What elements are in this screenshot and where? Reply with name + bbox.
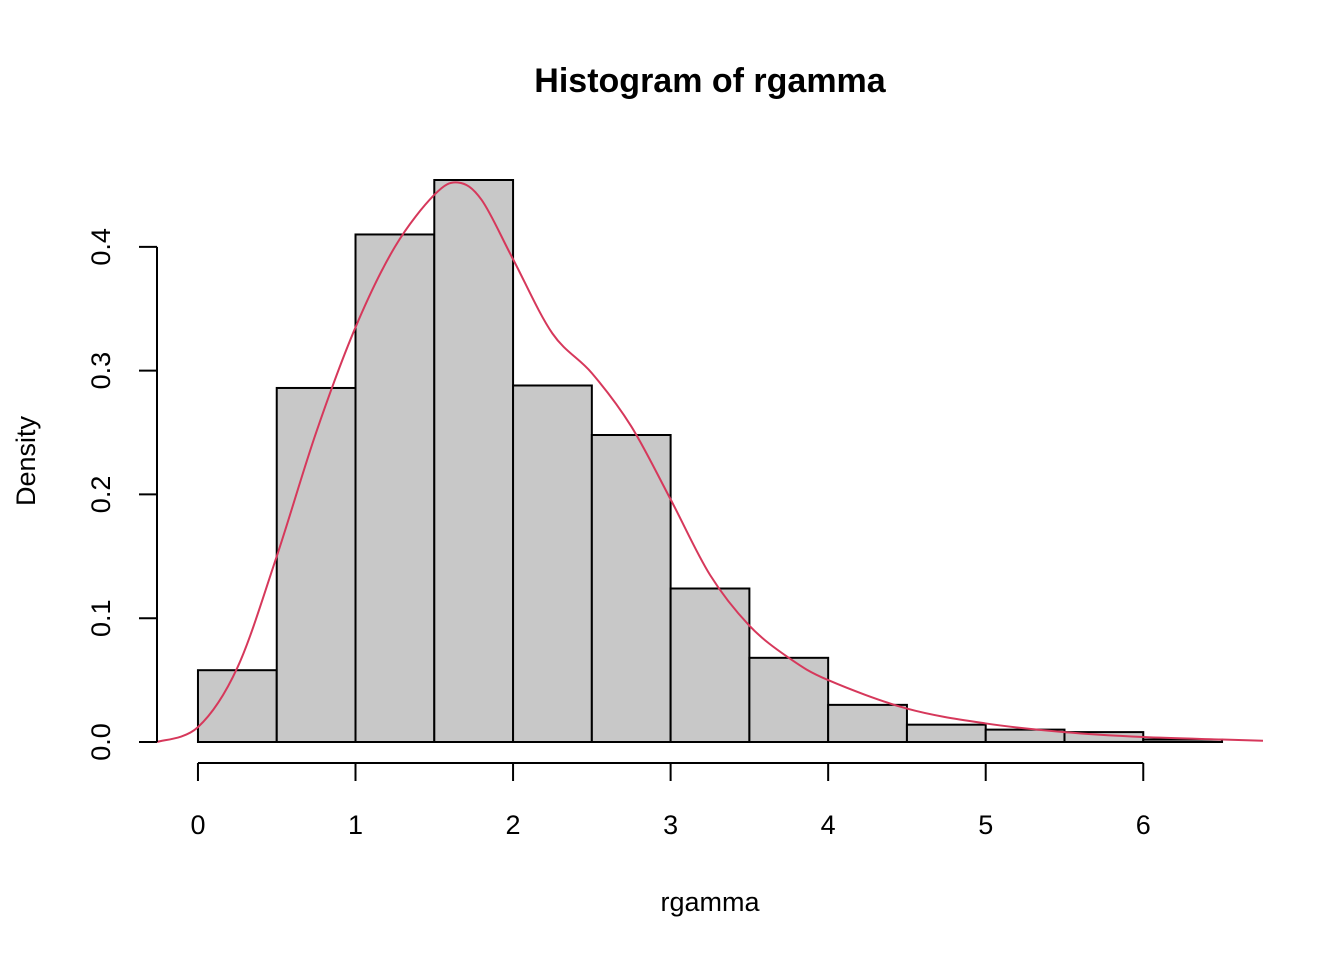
x-axis: 0 1 2 3 4 5 6	[190, 762, 1151, 840]
x-tick-label: 3	[663, 810, 678, 840]
x-axis-label: rgamma	[660, 887, 760, 917]
x-tick-label: 1	[348, 810, 363, 840]
histogram-bar	[512, 384, 593, 743]
y-tick-label: 0.3	[86, 352, 116, 390]
y-tick-label: 0.0	[86, 723, 116, 761]
histogram-bar	[433, 179, 515, 743]
x-tick-label: 0	[190, 810, 205, 840]
x-tick-label: 2	[506, 810, 521, 840]
histogram-bar	[905, 723, 987, 744]
y-axis-label: Density	[11, 415, 41, 506]
histogram-bar	[354, 233, 436, 744]
y-tick-label: 0.1	[86, 599, 116, 637]
y-tick-label: 0.4	[86, 228, 116, 266]
chart-title: Histogram of rgamma	[534, 62, 886, 100]
y-tick-label: 0.2	[86, 476, 116, 514]
histogram-bar	[590, 434, 672, 743]
histogram-bar	[827, 703, 908, 744]
histogram-bar	[669, 587, 751, 743]
x-tick-label: 5	[978, 810, 993, 840]
y-axis: 0.0 0.1 0.2 0.3 0.4	[86, 228, 158, 761]
x-tick-label: 6	[1136, 810, 1151, 840]
bars-group	[196, 179, 1224, 744]
histogram-bar	[196, 669, 278, 743]
histogram-bar	[748, 656, 830, 743]
density-curve	[156, 181, 1264, 743]
histogram-bar	[275, 386, 357, 743]
x-tick-label: 4	[821, 810, 836, 840]
